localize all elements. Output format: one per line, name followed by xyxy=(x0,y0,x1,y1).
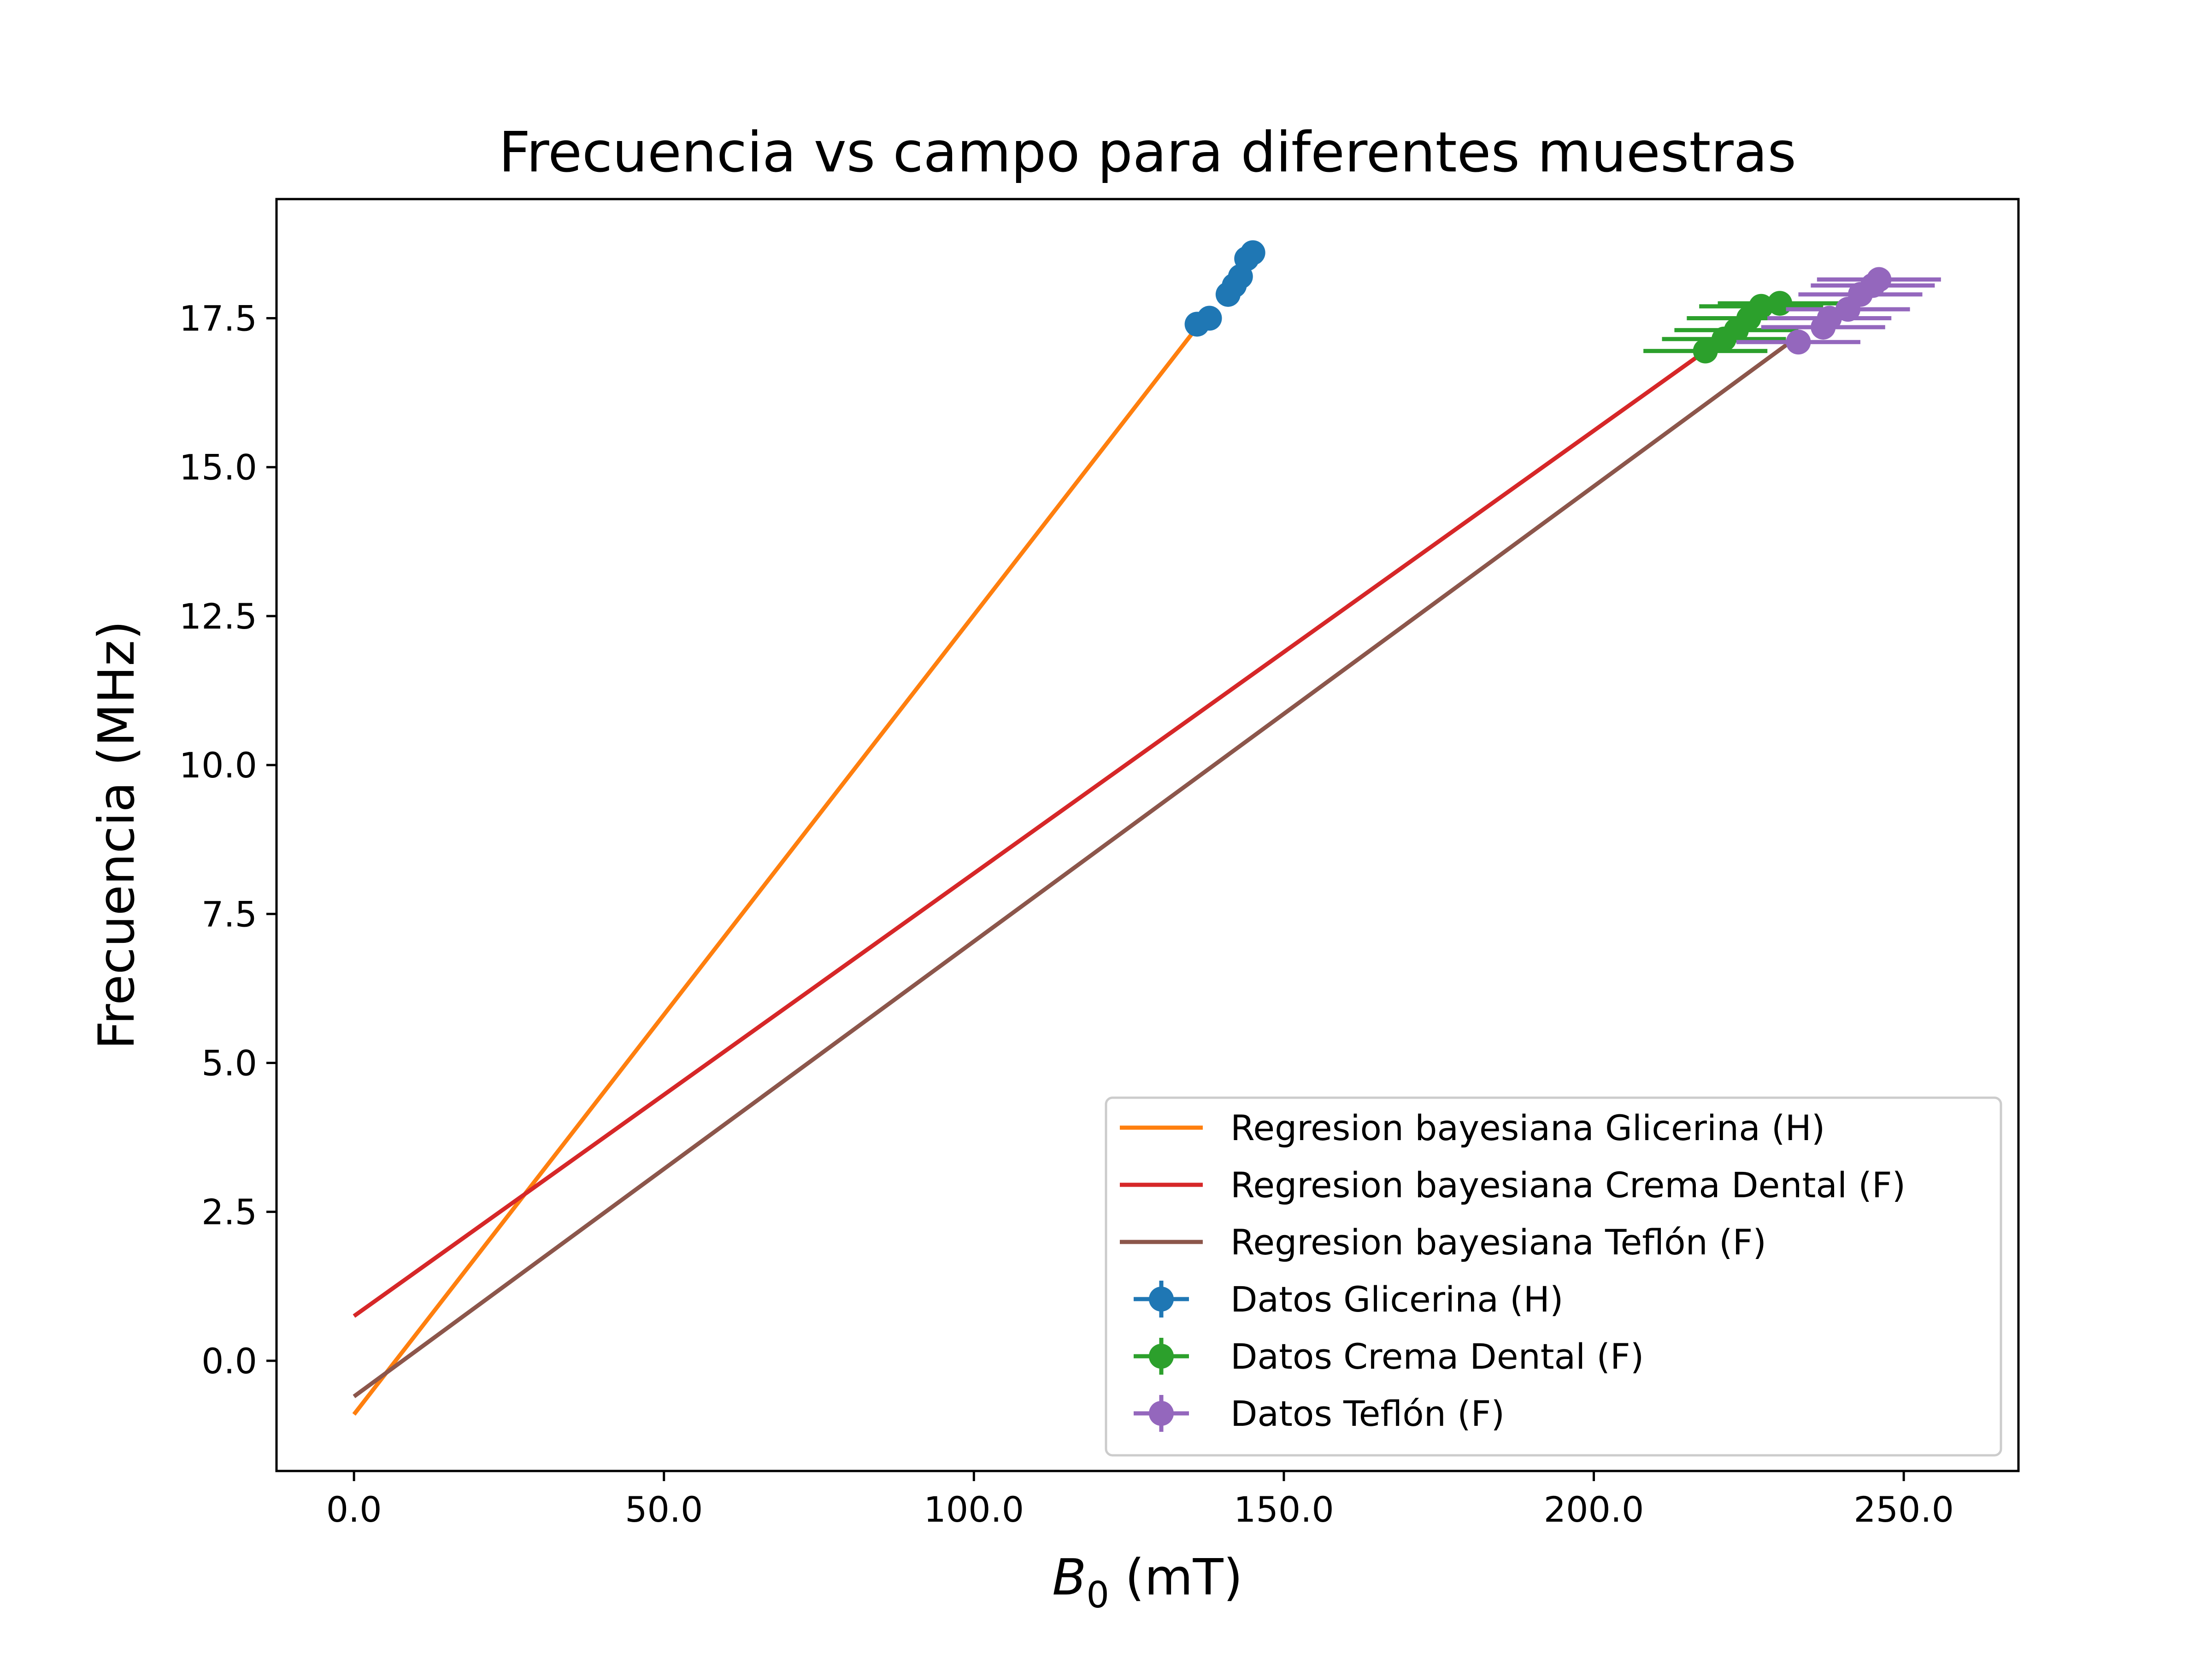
legend-label: Datos Teflón (F) xyxy=(1230,1393,1505,1434)
x-tick-label: 250.0 xyxy=(1853,1489,1954,1530)
data-marker xyxy=(1693,338,1718,364)
legend-label: Regresion bayesiana Teflón (F) xyxy=(1230,1222,1766,1263)
data-marker xyxy=(1866,267,1892,292)
data-marker xyxy=(1240,240,1265,265)
x-axis-label: B0 (mT) xyxy=(1052,1549,1243,1616)
x-tick-label: 50.0 xyxy=(625,1489,703,1530)
legend: Regresion bayesiana Glicerina (H) Regresi… xyxy=(1105,1096,2002,1457)
data-point-2-0 xyxy=(1736,329,1860,355)
data-marker xyxy=(1817,306,1842,331)
regression-line-1 xyxy=(353,349,1707,1318)
data-point-0-1 xyxy=(1197,306,1222,331)
y-tick-label: 2.5 xyxy=(201,1192,257,1233)
legend-entry-3: Datos Glicerina (H) xyxy=(1134,1279,1564,1320)
x-axis-label-subscript: 0 xyxy=(1086,1575,1109,1616)
legend-entry-4: Datos Crema Dental (F) xyxy=(1134,1336,1644,1377)
data-point-2-6 xyxy=(1817,267,1941,292)
data-marker xyxy=(1786,329,1811,355)
legend-entry-1: Regresion bayesiana Crema Dental (F) xyxy=(1120,1165,1906,1206)
legend-marker-swatch xyxy=(1149,1287,1174,1312)
data-marker xyxy=(1767,291,1793,316)
x-tick-label: 150.0 xyxy=(1234,1489,1334,1530)
x-axis: 0.0 50.0 100.0 150.0 200.0 250.0 xyxy=(326,1471,1954,1530)
y-tick-label: 17.5 xyxy=(179,298,257,339)
legend-box xyxy=(1105,1096,2002,1457)
y-tick-label: 15.0 xyxy=(179,447,257,488)
y-tick-label: 5.0 xyxy=(201,1042,257,1083)
data-point-1-0 xyxy=(1643,338,1768,364)
chart-title: Frecuencia vs campo para diferentes mues… xyxy=(499,121,1796,185)
legend-label: Regresion bayesiana Crema Dental (F) xyxy=(1230,1165,1906,1206)
data-marker xyxy=(1748,294,1774,319)
y-axis-label: Frecuencia (MHz) xyxy=(88,621,146,1050)
data-point-2-2 xyxy=(1767,306,1892,331)
regression-line-2 xyxy=(353,334,1800,1399)
x-tick-label: 200.0 xyxy=(1544,1489,1644,1530)
y-axis: 0.0 2.5 5.0 7.5 10.0 12.5 15.0 17.5 xyxy=(179,298,276,1382)
legend-entry-2: Regresion bayesiana Teflón (F) xyxy=(1120,1222,1766,1263)
legend-label: Datos Glicerina (H) xyxy=(1230,1279,1564,1320)
y-tick-label: 0.0 xyxy=(201,1341,257,1382)
x-axis-label-symbol: B xyxy=(1052,1549,1086,1606)
legend-label: Datos Crema Dental (F) xyxy=(1230,1336,1644,1377)
legend-entry-5: Datos Teflón (F) xyxy=(1134,1393,1505,1434)
regression-line-0 xyxy=(352,326,1199,1416)
legend-marker-swatch xyxy=(1149,1344,1174,1369)
x-axis-label-unit: (mT) xyxy=(1109,1549,1243,1606)
plot-area xyxy=(352,240,1941,1416)
axes-frame xyxy=(275,198,2020,1472)
x-tick-label: 100.0 xyxy=(924,1489,1024,1530)
data-point-1-4 xyxy=(1699,294,1824,319)
y-tick-label: 12.5 xyxy=(179,596,257,637)
legend-marker-swatch xyxy=(1149,1401,1174,1426)
y-tick-label: 7.5 xyxy=(201,894,257,935)
legend-label: Regresion bayesiana Glicerina (H) xyxy=(1230,1107,1825,1148)
x-tick-label: 0.0 xyxy=(326,1489,382,1530)
data-marker xyxy=(1197,306,1222,331)
legend-entry-0: Regresion bayesiana Glicerina (H) xyxy=(1120,1107,1825,1148)
data-point-0-6 xyxy=(1240,240,1265,265)
y-tick-label: 10.0 xyxy=(179,745,257,786)
